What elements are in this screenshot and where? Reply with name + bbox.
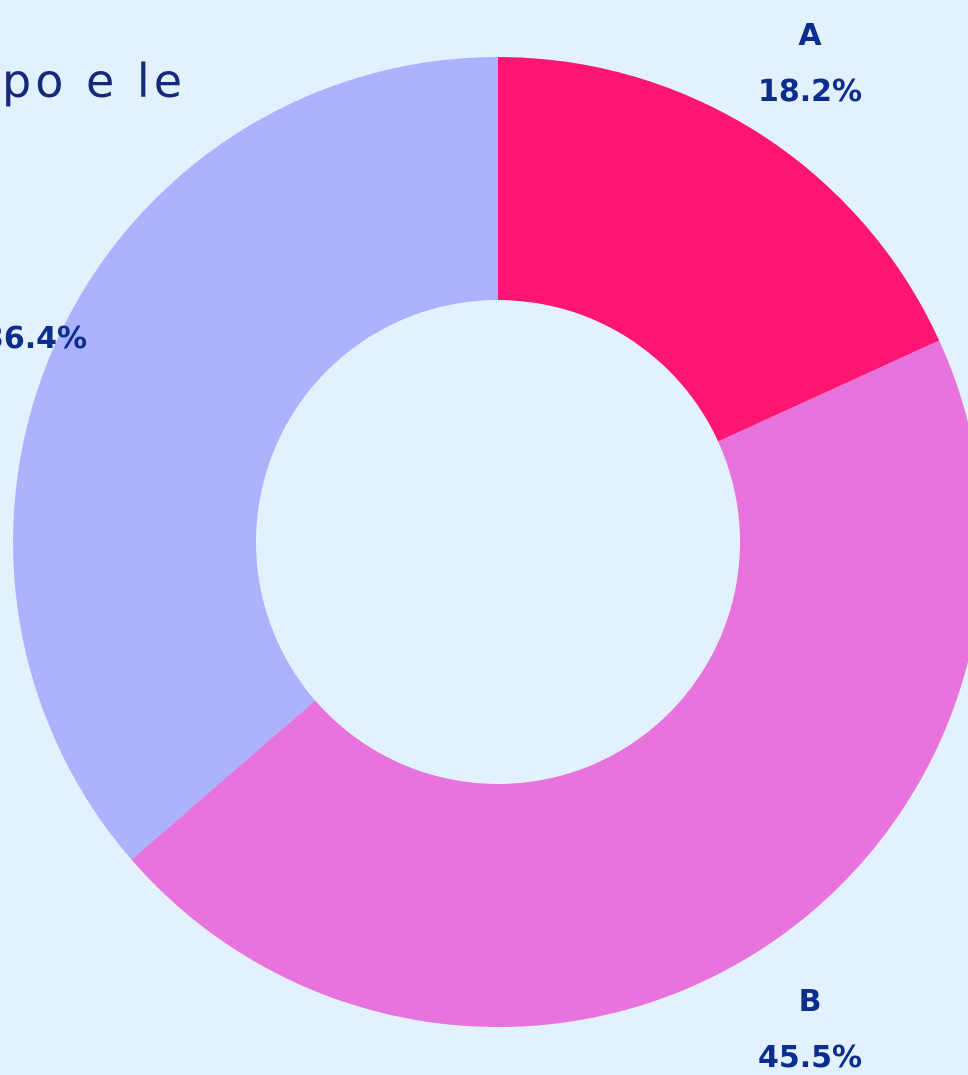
value-label: 45.5% [758, 1040, 862, 1075]
slice [131, 340, 968, 1027]
slice-label: B [799, 984, 822, 1019]
value-label: 18.2% [758, 74, 862, 109]
slice [12, 57, 499, 860]
chart-title: po e le [2, 54, 186, 108]
slice [498, 57, 940, 442]
slice-label: A [798, 18, 822, 53]
value-label: 36.4% [0, 321, 87, 356]
